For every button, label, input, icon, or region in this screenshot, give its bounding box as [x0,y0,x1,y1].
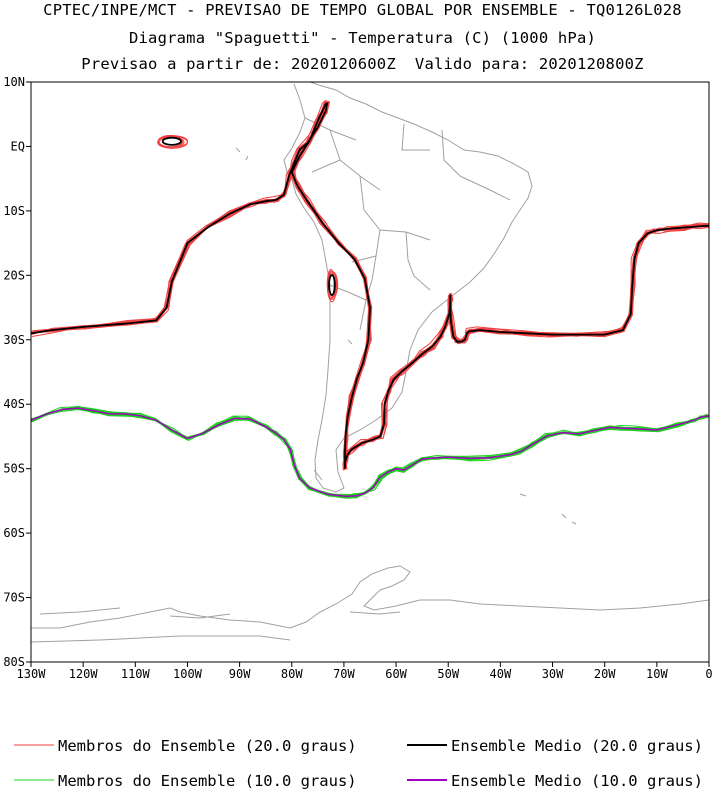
member-curve-10 [31,406,709,497]
y-tick-label: 30S [3,333,25,347]
member-curve-10 [32,405,709,498]
y-tick-label: 80S [3,655,25,669]
member-curve-10 [31,406,709,499]
mean-island-20 [328,274,336,296]
x-tick-label: 50W [437,667,459,681]
continent-coastline [283,82,533,493]
member-curve-10 [31,408,709,499]
member-curve-20 [31,100,709,467]
x-tick-label: 30W [542,667,564,681]
legend-label: Membros do Ensemble (10.0 graus) [58,772,357,790]
chart-subtitle: Diagrama "Spaguetti" - Temperatura (C) (… [128,29,597,47]
y-tick-label: 60S [3,526,25,540]
x-tick-label: 70W [333,667,355,681]
legend-label: Ensemble Medio (10.0 graus) [451,772,703,790]
member-curve-10 [31,408,709,498]
mean-curve-10 [31,407,709,498]
x-axis: 130W 120W 110W 100W 90W 80W 70W 60W 50W 40W 30W 20W… [17,662,713,681]
y-tick-label: 50S [3,462,25,476]
x-tick-label: 90W [229,667,251,681]
chart-title: CPTEC/INPE/MCT - PREVISAO DE TEMPO GLOBA… [43,1,682,19]
member-island-20 [327,270,337,303]
x-tick-label: 120W [69,667,99,681]
x-tick-label: 40W [490,667,512,681]
ensemble-means [31,101,709,498]
x-tick-label: 100W [173,667,203,681]
y-tick-label: 10S [3,204,25,218]
member-curve-10 [32,407,709,497]
x-tick-label: 20W [594,667,616,681]
member-curve-20 [31,101,709,467]
y-tick-label: 10N [3,75,25,89]
member-curve-10 [31,407,709,499]
mean-curve-20 [31,101,709,469]
country-borders [304,117,511,331]
y-tick-label: 70S [3,591,25,605]
legend-label: Ensemble Medio (20.0 graus) [451,737,703,755]
ice-shelf-outline [39,607,401,619]
x-tick-label: 0 [705,667,712,681]
coastline-fragments [235,147,577,525]
member-curve-10 [31,406,709,497]
member-curve-10 [32,408,709,499]
south-america-map-outline [31,82,709,643]
plot-frame [30,81,710,663]
x-tick-label: 10W [646,667,668,681]
y-tick-label: 20S [3,268,25,282]
y-tick-label: EQ [11,139,25,153]
member-curve-10 [31,407,709,498]
member-curve-10 [31,407,708,497]
y-axis: 10N EQ 10S 20S 30S 40S 50S 60S 70S 80S [3,75,31,669]
y-tick-label: 40S [3,397,25,411]
x-tick-label: 60W [385,667,407,681]
member-curve-10 [31,406,709,496]
x-tick-label: 80W [281,667,303,681]
member-curve-20 [31,99,709,468]
x-tick-label: 130W [17,667,47,681]
chart-validity-line: Previsao a partir de: 2020120600Z Valido… [81,55,644,73]
member-curve-10 [31,408,708,499]
antarctic-coastline [31,565,709,643]
member-curve-10 [31,406,709,498]
x-tick-label: 110W [121,667,151,681]
mean-island-20 [161,136,182,146]
member-island-20 [157,135,189,148]
ensemble-members-10 [31,405,709,499]
legend: Membros do Ensemble (20.0 graus) Ensemble… [14,737,703,790]
legend-label: Membros do Ensemble (20.0 graus) [58,737,357,755]
